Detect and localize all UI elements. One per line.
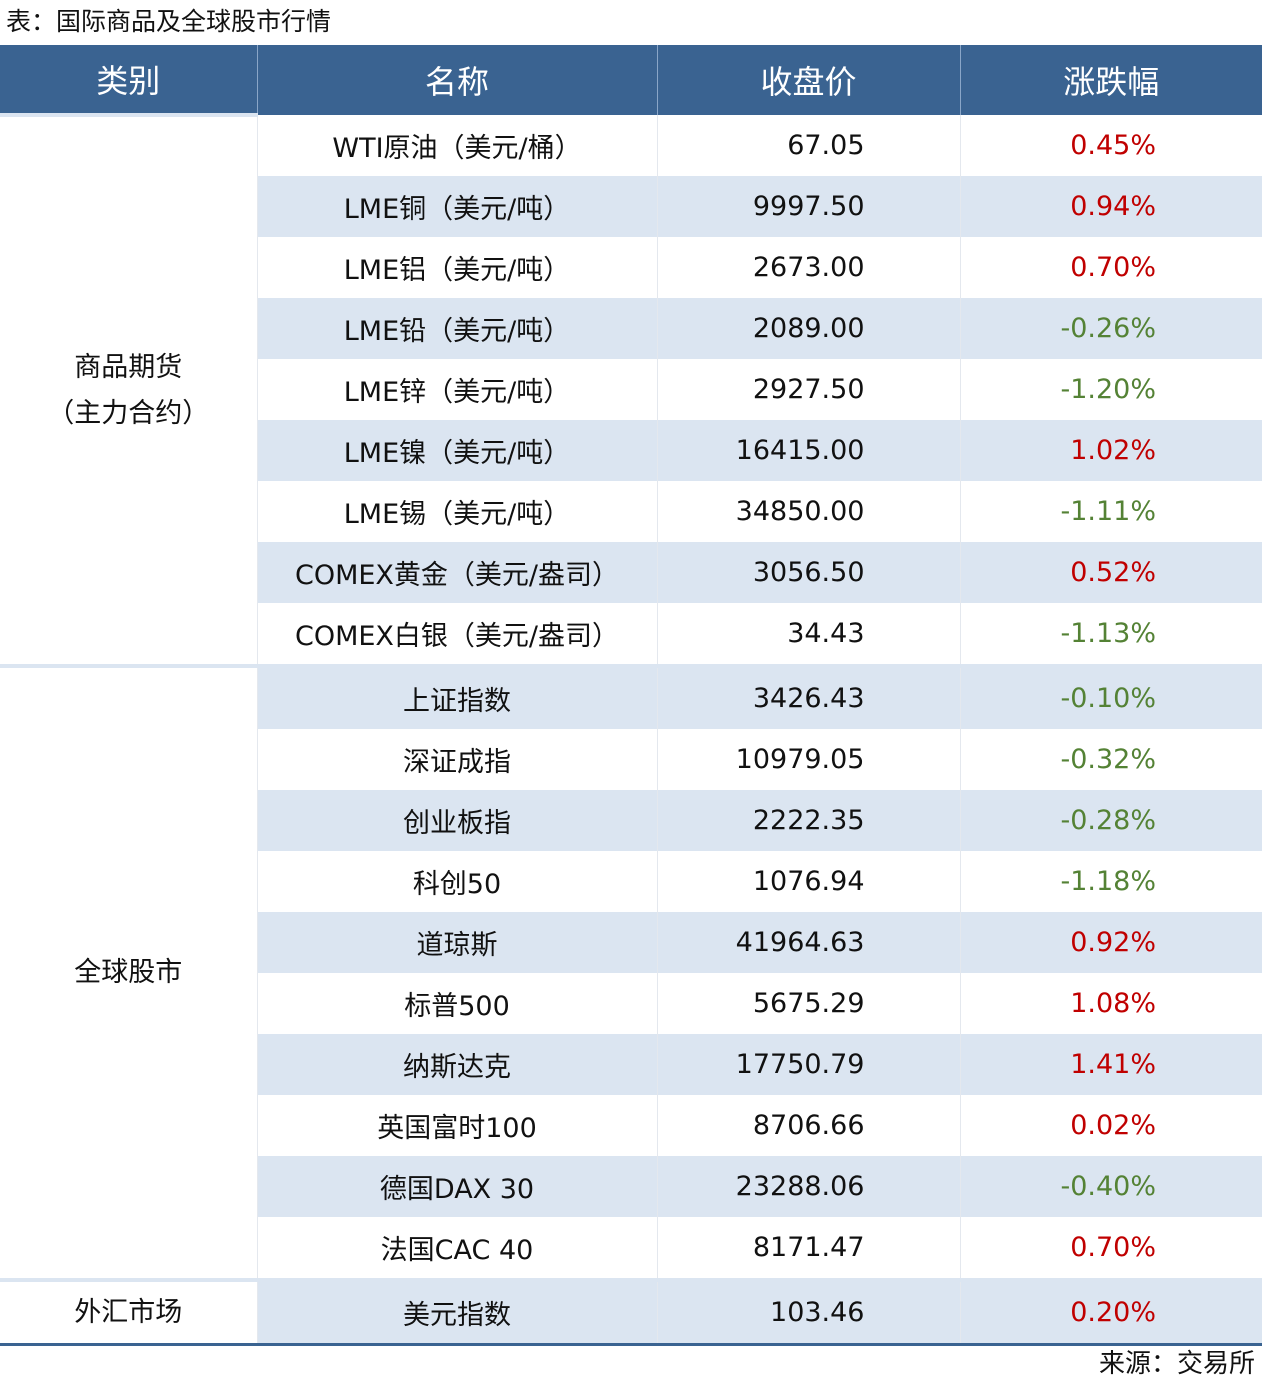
- header-cell: 收盘价: [657, 45, 961, 115]
- name-cell: 科创50: [257, 851, 658, 912]
- name-cell: 道琼斯: [257, 912, 658, 973]
- close-cell: 67.05: [657, 115, 961, 176]
- name-cell: 标普500: [257, 973, 658, 1034]
- table-row: 标普500 5675.29 1.08%: [0, 973, 1262, 1034]
- close-cell: 8706.66: [657, 1095, 961, 1156]
- table-row: 外汇市场 美元指数 103.46 0.20%: [0, 1278, 1262, 1345]
- change-cell: -0.10%: [960, 664, 1262, 729]
- close-cell: 34.43: [657, 603, 961, 666]
- table-row: 创业板指 2222.35 -0.28%: [0, 790, 1262, 851]
- name-cell: LME锡（美元/吨）: [257, 481, 658, 542]
- table-row: COMEX白银（美元/盎司） 34.43 -1.13%: [0, 603, 1262, 666]
- change-cell: -0.32%: [1060, 744, 1156, 775]
- table-row: 道琼斯 41964.63 0.92%: [0, 912, 1262, 973]
- name-cell: 德国DAX 30: [257, 1156, 658, 1217]
- change-cell: -1.13%: [1060, 618, 1156, 649]
- close-cell: 103.46: [657, 1278, 961, 1345]
- change-cell: 0.02%: [1070, 1110, 1156, 1141]
- change-cell: -0.40%: [960, 1156, 1262, 1217]
- change-cell: 0.52%: [960, 542, 1262, 603]
- header-cell: 类别: [0, 45, 258, 115]
- close-cell: 34850.00: [657, 481, 961, 542]
- name-cell: LME镍（美元/吨）: [257, 420, 658, 481]
- table-row: 法国CAC 40 8171.47 0.70%: [0, 1217, 1262, 1280]
- close-cell: 23288.06: [657, 1156, 961, 1217]
- source-note: 来源：交易所: [1098, 1349, 1255, 1379]
- close-cell: 3056.50: [657, 542, 961, 603]
- close-cell: 17750.79: [657, 1034, 961, 1095]
- table-row: COMEX黄金（美元/盎司） 3056.50 0.52%: [0, 542, 1262, 603]
- category-line: （主力合约）: [47, 397, 210, 429]
- change-cell: -1.11%: [1060, 496, 1156, 527]
- change-cell: 0.70%: [1070, 252, 1156, 283]
- category-line: 外汇市场: [74, 1296, 183, 1328]
- change-cell: -0.28%: [960, 790, 1262, 851]
- name-cell: WTI原油（美元/桶）: [257, 115, 658, 176]
- name-cell: LME铝（美元/吨）: [257, 237, 658, 298]
- change-cell: 1.08%: [1070, 988, 1156, 1019]
- name-cell: 创业板指: [257, 790, 658, 851]
- close-cell: 2927.50: [657, 359, 961, 420]
- close-cell: 2222.35: [657, 790, 961, 851]
- close-cell: 9997.50: [657, 176, 961, 237]
- table-row: LME锌（美元/吨） 2927.50 -1.20%: [0, 359, 1262, 420]
- table-row: 全球股市 上证指数 3426.43 -0.10%: [0, 664, 1262, 1280]
- name-cell: LME铜（美元/吨）: [257, 176, 658, 237]
- table-row: LME镍（美元/吨） 16415.00 1.02%: [0, 420, 1262, 481]
- name-cell: COMEX黄金（美元/盎司）: [257, 542, 658, 603]
- table-row: LME铅（美元/吨） 2089.00 -0.26%: [0, 298, 1262, 359]
- table-title: 表：国际商品及全球股市行情: [6, 7, 332, 36]
- change-cell: 0.45%: [1070, 130, 1156, 161]
- header-row: 类别 名称 收盘价 涨跌幅: [0, 45, 1262, 115]
- name-cell: 上证指数: [257, 664, 658, 729]
- name-cell: 英国富时100: [257, 1095, 658, 1156]
- close-cell: 8171.47: [657, 1217, 961, 1280]
- table-row: LME铜（美元/吨） 9997.50 0.94%: [0, 176, 1262, 237]
- close-cell: 10979.05: [657, 729, 961, 790]
- change-cell: 1.41%: [960, 1034, 1262, 1095]
- name-cell: 美元指数: [257, 1278, 658, 1345]
- close-cell: 41964.63: [657, 912, 961, 973]
- category-cell: 商品期货 （主力合约）: [0, 113, 258, 666]
- category-cell: 全球股市: [0, 664, 258, 1280]
- table-row: 德国DAX 30 23288.06 -0.40%: [0, 1156, 1262, 1217]
- change-cell: -0.26%: [960, 298, 1262, 359]
- change-cell: -1.18%: [1060, 866, 1156, 897]
- category-line: 全球股市: [74, 957, 183, 988]
- table-row: 科创50 1076.94 -1.18%: [0, 851, 1262, 912]
- table-row: 商品期货 （主力合约） WTI原油（美元/桶） 67.05 0.45%: [0, 113, 1262, 666]
- name-cell: 深证成指: [257, 729, 658, 790]
- name-cell: 纳斯达克: [257, 1034, 658, 1095]
- category-line: 商品期货: [74, 351, 183, 383]
- header-cell: 名称: [257, 45, 658, 115]
- name-cell: COMEX白银（美元/盎司）: [257, 603, 658, 666]
- change-cell: 0.70%: [1070, 1232, 1156, 1263]
- table-row: 英国富时100 8706.66 0.02%: [0, 1095, 1262, 1156]
- market-table: 类别 名称 收盘价 涨跌幅 商品期货 （主力合约） WTI原油（美元/桶） 67.05 0.4…: [0, 45, 1262, 1346]
- table-row: LME铝（美元/吨） 2673.00 0.70%: [0, 237, 1262, 298]
- name-cell: LME锌（美元/吨）: [257, 359, 658, 420]
- close-cell: 1076.94: [657, 851, 961, 912]
- table-row: 深证成指 10979.05 -0.32%: [0, 729, 1262, 790]
- change-cell: 0.20%: [960, 1278, 1262, 1345]
- name-cell: LME铅（美元/吨）: [257, 298, 658, 359]
- close-cell: 3426.43: [657, 664, 961, 729]
- table-row: LME锡（美元/吨） 34850.00 -1.11%: [0, 481, 1262, 542]
- header-cell: 涨跌幅: [960, 45, 1262, 115]
- close-cell: 2089.00: [657, 298, 961, 359]
- close-cell: 16415.00: [657, 420, 961, 481]
- close-cell: 5675.29: [657, 973, 961, 1034]
- category-cell: 外汇市场: [0, 1278, 258, 1345]
- change-cell: -1.20%: [1060, 374, 1156, 405]
- name-cell: 法国CAC 40: [257, 1217, 658, 1280]
- change-cell: 0.94%: [960, 176, 1262, 237]
- change-cell: 1.02%: [960, 420, 1262, 481]
- change-cell: 0.92%: [960, 912, 1262, 973]
- close-cell: 2673.00: [657, 237, 961, 298]
- table-row: 纳斯达克 17750.79 1.41%: [0, 1034, 1262, 1095]
